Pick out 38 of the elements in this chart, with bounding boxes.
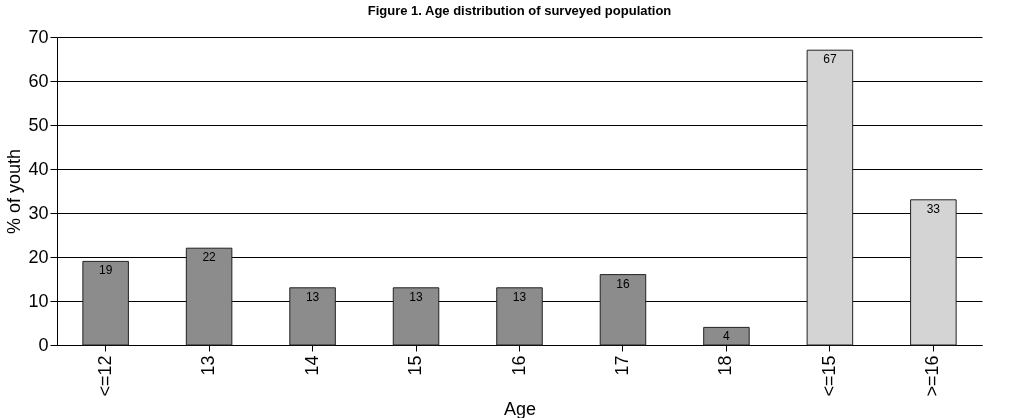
y-axis-title: % of youth xyxy=(4,148,25,235)
x-tick-label: 16 xyxy=(508,355,529,376)
y-tick-label: 50 xyxy=(28,114,49,135)
data-label: 13 xyxy=(305,289,320,304)
y-tick-label: 70 xyxy=(28,26,49,47)
bar xyxy=(289,287,336,346)
bar xyxy=(496,287,543,346)
bar xyxy=(703,326,750,346)
x-tick-label: 13 xyxy=(198,355,219,376)
y-tick-label: 0 xyxy=(38,334,49,355)
x-tick-label: 15 xyxy=(405,355,426,376)
x-tick-label: 17 xyxy=(611,355,632,376)
data-label: 16 xyxy=(616,276,630,291)
data-label: 19 xyxy=(98,263,113,278)
data-label: 67 xyxy=(823,52,837,67)
chart-title: Figure 1. Age distribution of surveyed population xyxy=(367,3,672,18)
data-label: 13 xyxy=(512,289,527,304)
y-tick-label: 10 xyxy=(28,290,49,311)
x-axis-title: Age xyxy=(503,398,537,418)
y-tick-label: 20 xyxy=(28,246,49,267)
y-tick-label: 60 xyxy=(28,70,49,91)
bar xyxy=(599,274,647,346)
x-tick-label: <=12 xyxy=(94,355,115,397)
data-label: 22 xyxy=(202,250,217,265)
bar xyxy=(185,247,233,346)
data-label: 4 xyxy=(723,329,731,344)
data-label: 13 xyxy=(409,289,424,304)
x-tick-label: >=16 xyxy=(922,355,943,397)
x-tick-label: <=15 xyxy=(818,355,839,397)
y-tick-label: 40 xyxy=(28,158,49,179)
data-label: 33 xyxy=(926,201,941,216)
bar xyxy=(82,260,129,346)
x-tick-label: 14 xyxy=(301,355,322,376)
bar xyxy=(806,49,854,346)
y-tick-label: 30 xyxy=(28,202,49,223)
x-tick-label: 18 xyxy=(715,355,736,376)
bar xyxy=(392,287,440,346)
bar xyxy=(910,199,957,346)
